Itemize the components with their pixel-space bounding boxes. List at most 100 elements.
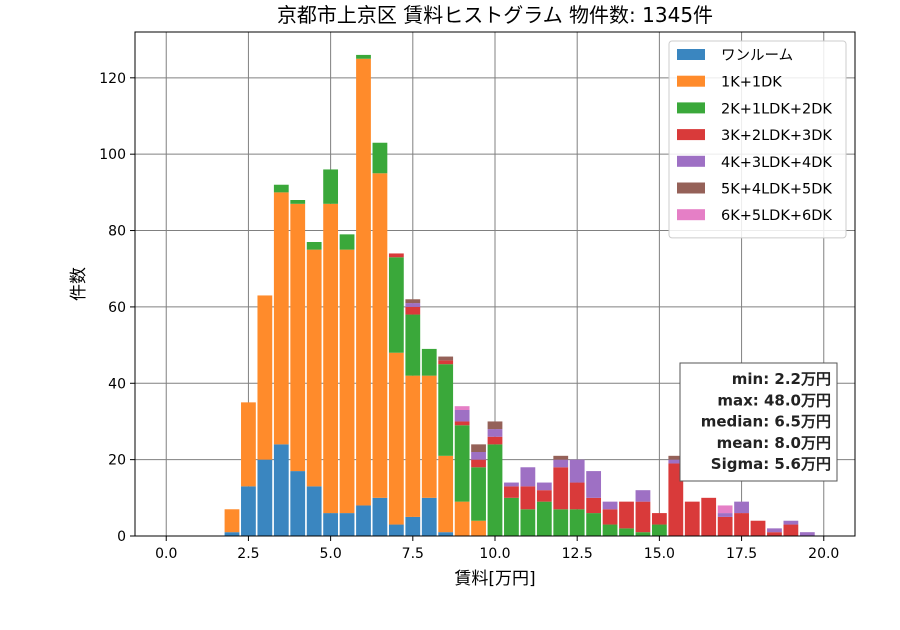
bar-segment: [438, 455, 454, 533]
x-tick-label: 5.0: [319, 546, 341, 562]
bar-segment: [668, 463, 684, 536]
legend-entry-label: 3K+2LDK+3DK: [721, 128, 832, 144]
bar-segment: [405, 306, 421, 315]
bar-segment: [454, 425, 470, 502]
legend-entry-label: 1K+1DK: [721, 75, 782, 91]
x-tick-label: 7.5: [402, 546, 424, 562]
bar-segment: [569, 509, 585, 536]
legend-entry-label: 6K+5LDK+6DK: [721, 208, 832, 224]
x-tick-label: 15.0: [644, 546, 675, 562]
y-tick-label: 80: [108, 224, 126, 240]
bars: [224, 54, 815, 536]
bar-segment: [323, 203, 339, 514]
legend-entry-label: ワンルーム: [721, 48, 793, 64]
bar-segment: [734, 513, 749, 536]
bar-segment: [471, 520, 486, 536]
y-tick-label: 100: [99, 147, 126, 163]
bar-segment: [356, 54, 371, 59]
bar-segment: [651, 524, 667, 536]
bar-segment: [553, 467, 569, 510]
bar-segment: [684, 501, 700, 536]
bar-segment: [717, 505, 733, 514]
bar-segment: [290, 200, 306, 204]
bar-segment: [388, 257, 404, 353]
bar-segment: [520, 467, 536, 487]
legend-swatch: [677, 182, 705, 194]
bar-segment: [290, 471, 306, 536]
bar-segment: [619, 501, 634, 529]
bar-segment: [619, 528, 634, 536]
bar-segment: [767, 532, 782, 536]
legend-swatch: [677, 155, 705, 167]
bar-segment: [569, 482, 585, 510]
bar-segment: [520, 486, 536, 510]
bar-segment: [306, 249, 322, 487]
bar-segment: [421, 497, 437, 536]
bar-segment: [241, 402, 256, 487]
bar-segment: [372, 173, 388, 498]
legend-swatch: [677, 75, 705, 87]
bar-segment: [783, 524, 799, 536]
bar-segment: [487, 421, 503, 430]
bar-segment: [224, 509, 240, 533]
bar-segment: [438, 364, 454, 456]
bar-segment: [717, 513, 733, 517]
bar-segment: [536, 501, 552, 536]
bar-segment: [651, 513, 667, 525]
y-tick-label: 40: [108, 376, 126, 392]
bar-segment: [536, 482, 552, 491]
legend-entry-label: 4K+3LDK+4DK: [721, 155, 832, 171]
stats-annotation-box: min: 2.2万円 max: 48.0万円 median: 6.5万円 mean: …: [679, 362, 838, 482]
bar-segment: [405, 516, 421, 536]
bar-segment: [405, 299, 421, 304]
bar-segment: [536, 490, 552, 502]
x-tick-label: 20.0: [808, 546, 839, 562]
bar-segment: [602, 509, 618, 525]
bar-segment: [471, 467, 486, 521]
legend-entry-label: 5K+4LDK+5DK: [721, 182, 832, 198]
bar-segment: [520, 509, 536, 536]
bar-segment: [339, 249, 355, 514]
x-tick-label: 12.5: [562, 546, 593, 562]
y-tick-label: 120: [99, 71, 126, 87]
bar-segment: [306, 242, 322, 250]
bar-segment: [323, 169, 339, 204]
bar-segment: [454, 501, 470, 536]
stats-line: mean: 8.0万円: [717, 434, 831, 452]
bar-segment: [257, 459, 273, 536]
legend-entry-label: 2K+1LDK+2DK: [721, 101, 832, 117]
bar-segment: [553, 459, 569, 468]
bar-segment: [799, 532, 815, 536]
bar-segment: [388, 253, 404, 258]
bar-segment: [668, 455, 684, 460]
bar-segment: [586, 513, 602, 536]
bar-segment: [438, 532, 454, 536]
bar-segment: [553, 509, 569, 536]
bar-segment: [701, 497, 717, 536]
legend-swatch: [677, 49, 705, 60]
bar-segment: [405, 314, 421, 376]
bar-segment: [257, 295, 273, 460]
bar-segment: [339, 234, 355, 250]
bar-segment: [241, 486, 256, 536]
bar-segment: [421, 348, 437, 376]
bar-segment: [339, 513, 355, 536]
bar-segment: [504, 497, 519, 536]
bar-segment: [323, 513, 339, 536]
legend-frame: [668, 40, 847, 239]
y-tick-label: 20: [108, 453, 126, 469]
bar-segment: [290, 203, 306, 472]
x-tick-label: 2.5: [237, 546, 259, 562]
bar-segment: [372, 497, 388, 536]
bar-segment: [586, 471, 602, 498]
bar-segment: [388, 524, 404, 536]
bar-segment: [553, 455, 569, 460]
chart-title: 京都市上京区 賃料ヒストグラム 物件数: 1345件: [277, 3, 713, 27]
bar-segment: [635, 501, 651, 533]
stats-line: max: 48.0万円: [717, 391, 831, 409]
bar-segment: [487, 436, 503, 445]
bar-segment: [454, 406, 470, 410]
bar-segment: [372, 142, 388, 174]
bar-segment: [471, 459, 486, 468]
